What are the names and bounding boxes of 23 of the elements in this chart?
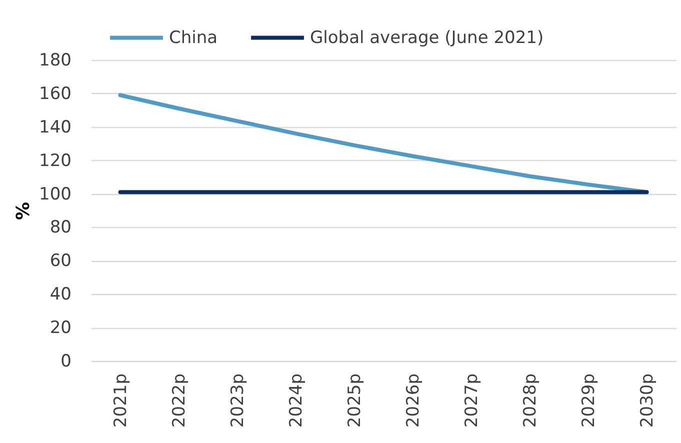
x-tick-label: 2023p xyxy=(228,374,248,428)
x-tick-label: 2021p xyxy=(110,374,131,428)
y-tick-label: 20 xyxy=(50,318,72,338)
x-tick-label: 2025p xyxy=(344,374,365,428)
x-tick-label: 2024p xyxy=(286,374,306,428)
y-tick-label: 80 xyxy=(50,218,72,238)
y-axis-title: % xyxy=(13,202,34,220)
y-tick-label: 160 xyxy=(39,84,72,104)
y-tick-label: 40 xyxy=(50,284,72,305)
legend-label: Global average (June 2021) xyxy=(310,28,544,48)
y-tick-label: 140 xyxy=(39,117,72,138)
x-tick-label: 2022p xyxy=(169,374,190,428)
y-tick-label: 0 xyxy=(60,352,72,372)
x-tick-label: 2030p xyxy=(637,374,658,428)
legend-label: China xyxy=(169,28,218,48)
y-tick-label: 180 xyxy=(39,50,72,70)
y-tick-label: 100 xyxy=(39,184,72,204)
y-tick-label: 120 xyxy=(39,150,72,171)
x-tick-label: 2027p xyxy=(462,374,482,428)
x-tick-label: 2026p xyxy=(403,374,424,428)
y-tick-label: 60 xyxy=(50,251,72,272)
x-tick-label: 2029p xyxy=(578,374,599,428)
x-tick-label: 2028p xyxy=(520,374,540,428)
